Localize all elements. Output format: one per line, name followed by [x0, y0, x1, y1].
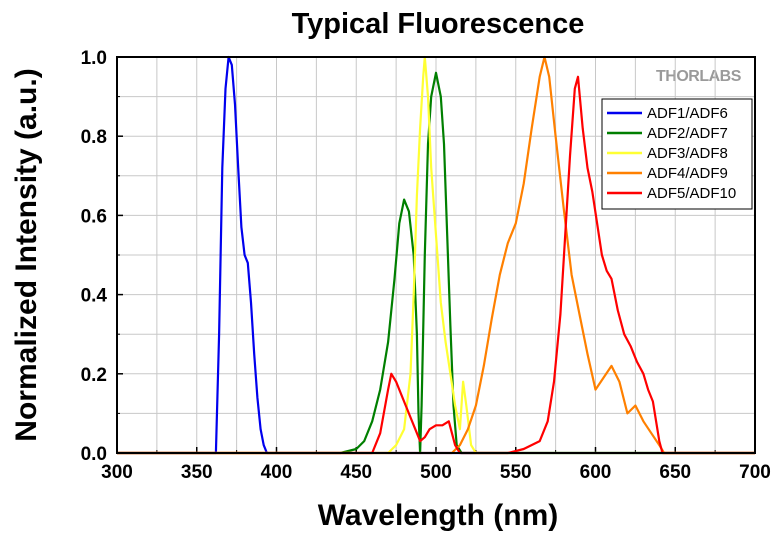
y-axis-label: Normalized Intensity (a.u.): [10, 68, 43, 441]
y-tick-label: 0.2: [81, 365, 107, 386]
x-tick-label: 400: [261, 462, 293, 483]
legend-label: ADF3/ADF8: [647, 145, 728, 162]
x-tick-label: 600: [580, 462, 612, 483]
x-tick-label: 550: [500, 462, 532, 483]
axis-ticks: 300 350 400 450 500 550 600 650 700 0.0 0.2 0.4 0.6 0…: [81, 48, 771, 483]
y-tick-label: 0.0: [81, 444, 107, 465]
series-lines: [117, 55, 755, 455]
x-tick-label: 350: [181, 462, 213, 483]
y-tick-label: 0.8: [81, 127, 107, 148]
y-tick-label: 0.6: [81, 206, 107, 227]
thorlabs-logo: THORLABS: [656, 68, 742, 85]
legend: ADF1/ADF6 ADF2/ADF7 ADF3/ADF8 ADF4/ADF9 ADF5…: [601, 98, 753, 210]
series-line-1: [117, 55, 755, 455]
y-tick-label: 1.0: [81, 48, 107, 69]
y-tick-label: 0.4: [81, 286, 108, 307]
series-line-3: [117, 55, 755, 455]
plot-frame: [116, 56, 756, 454]
legend-label: ADF5/ADF10: [647, 185, 736, 202]
plot-border: [116, 56, 756, 454]
legend-label: ADF4/ADF9: [647, 165, 728, 182]
series-line-5: [117, 75, 755, 455]
legend-label: ADF2/ADF7: [647, 125, 728, 142]
x-tick-label: 300: [101, 462, 133, 483]
x-axis-label: Wavelength (nm): [318, 499, 559, 532]
series-line-4: [117, 55, 755, 455]
x-tick-label: 450: [340, 462, 372, 483]
chart-title: Typical Fluorescence: [292, 8, 585, 40]
x-tick-label: 650: [659, 462, 691, 483]
legend-label: ADF1/ADF6: [647, 105, 728, 122]
series-line-2: [117, 71, 755, 455]
x-tick-label: 700: [739, 462, 771, 483]
x-tick-label: 500: [420, 462, 452, 483]
